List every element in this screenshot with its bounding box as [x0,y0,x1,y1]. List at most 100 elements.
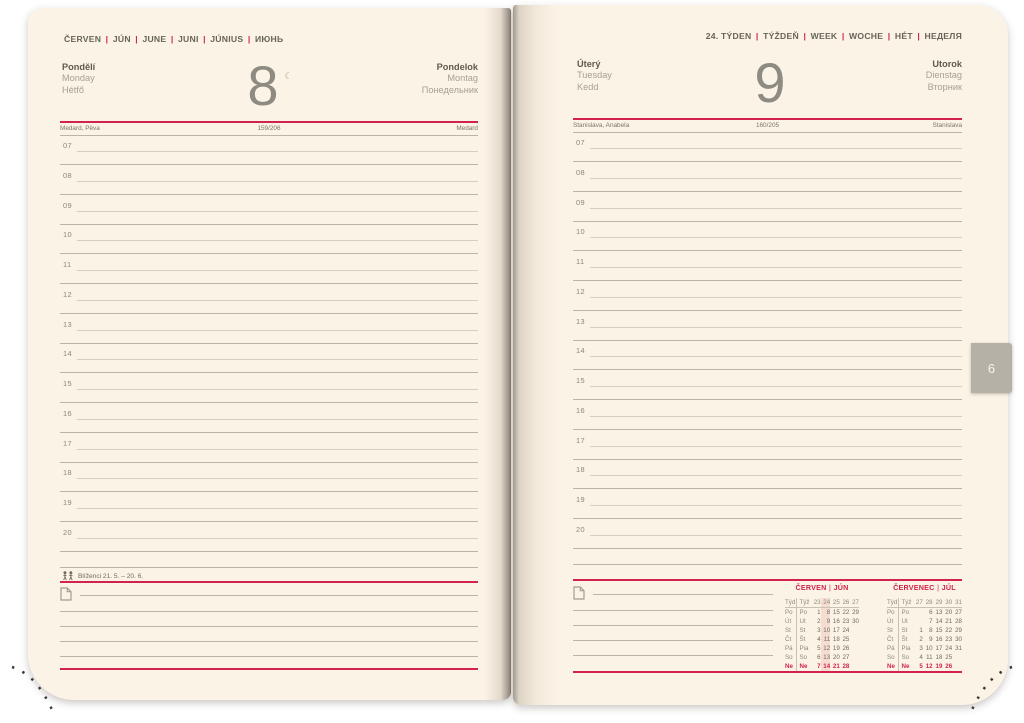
note-writing-line [573,610,773,611]
hour-writing-line [590,207,962,209]
hour-writing-line [77,151,478,152]
hour-label: 18 [63,468,73,478]
hour-writing-line [590,445,962,447]
hour-writing-line [77,210,478,212]
cal-date-cell: 22 [842,609,850,616]
cal-date-cell: 22 [945,627,953,634]
cal-day-label: Ne [887,663,895,670]
day-names-slovak: Pondelok Montag Понедельник [348,62,478,110]
cal-date-cell: 16 [832,618,840,625]
hour-slot: 11 [60,259,478,289]
hour-separator-line [60,223,478,225]
cal-date-cell: 24 [842,627,850,634]
hour-writing-line [77,329,478,331]
cal-date-cell [849,662,859,671]
cal-date-cell: 4 [817,636,821,643]
hour-label: 14 [63,349,73,359]
cal-day-label: Po [785,609,793,616]
cal-date-cell: 10 [820,626,831,635]
cal-day-label: So [887,654,895,661]
nameday-czech: Stanislava, Anabela [573,122,630,129]
cal-date-cell: 20 [945,609,953,616]
hour-slot: 09 [60,200,478,230]
month-header: ČERVENJÚNJUNEJUNIJÚNIUSИЮНЬ [64,34,283,44]
day-names-czech: Pondělí Monday Hétfő [62,62,192,110]
cal-day-label: St [785,627,791,634]
hour-writing-line [590,356,962,358]
cal-date-cell [849,635,859,644]
hour-separator-line [60,193,478,195]
cal-date-cell: 11 [926,654,933,661]
cal-date-cell: 30 [955,636,962,643]
mini-calendar-row: Čt Št 2 9 16 23 30 [887,635,962,644]
day-name-russian: Понедельник [421,84,478,95]
day-of-year: 159/206 [257,125,281,132]
hour-writing-line [77,508,478,510]
cal-date-cell [849,653,859,662]
mini-calendar-june: ČERVENJÚNTýdTýž2324252627PoPo18152229ÚtU… [785,583,859,671]
cal-date-cell [849,626,859,635]
note-page-icon [60,587,72,601]
cal-date-cell: 25 [832,599,840,606]
month-name: JUNE [131,34,167,44]
day-name-slovak: Utorok [932,59,962,69]
mini-calendar-row: So So 6 13 20 27 [785,653,859,662]
hour-writing-line [77,270,478,272]
hour-writing-line [590,296,962,298]
hour-label: 20 [576,524,586,534]
hour-writing-line [77,180,478,182]
hour-label: 15 [63,379,73,389]
hour-label: 20 [63,527,73,537]
hour-slot: 13 [60,319,478,349]
week-label: TÝŽDEŇ [751,31,799,41]
hour-slot: 08 [573,167,962,197]
hour-separator-line [60,402,478,404]
cal-date-cell: 15 [832,609,840,616]
hour-label: 12 [576,286,586,296]
hour-label: 19 [63,498,73,508]
hour-writing-line [590,534,962,536]
day-header-row: Pondělí Monday Hétfő 8 ☾ Pondelok Montag … [62,58,478,114]
cal-date-cell: 18 [935,654,943,661]
mini-calendar-row: Po Po 6 13 20 27 [887,608,962,617]
cal-date-cell: 25 [842,636,850,643]
mini-calendar-row: So So 4 11 18 25 [887,653,962,662]
hour-separator-line [60,164,478,165]
cal-date-cell: 23 [842,618,850,625]
hour-label: 13 [63,319,73,329]
cal-date-cell: 8 [820,608,831,617]
page-bottom-rule [60,668,478,670]
cal-date-cell: 27 [842,654,850,661]
hour-label: 14 [576,346,586,356]
hour-separator-line [60,550,478,552]
month-name: JUNI [166,34,198,44]
month-name: ИЮНЬ [243,34,283,44]
cal-date-cell: 18 [832,636,840,643]
cal-day-label: St [796,626,811,635]
hour-separator-line [573,220,962,222]
day-name-german: Dienstag [925,70,962,81]
cal-date-cell: 4 [919,654,923,661]
note-writing-line [80,595,478,596]
hour-slot: 07 [60,140,478,170]
cal-day-label: Po [887,609,895,616]
cal-date-cell: 23 [945,636,953,643]
hour-writing-line [590,475,962,477]
nameday-underline [573,132,962,133]
cal-date-cell: 14 [820,662,831,671]
hour-slot: 14 [573,345,962,375]
cal-day-label: Út [785,618,792,625]
cal-day-label: Pá [887,645,895,652]
zodiac-row: Blíženci 21. 5. – 20. 6. [62,571,143,581]
hour-slot: 14 [60,348,478,378]
hour-writing-line [77,418,478,420]
cal-date-cell: 28 [955,618,962,625]
hour-slot: 17 [573,435,962,465]
hour-separator-line [573,250,962,252]
hour-writing-line [77,448,478,450]
hour-writing-line [77,537,478,539]
right-page: 24. TÝDENTÝŽDEŇWEEKWOCHEHÉTНЕДЕЛЯ Úterý … [513,5,1008,705]
note-writing-line [60,641,478,642]
hour-separator-line [573,339,962,341]
cal-date-cell: 19 [935,663,943,670]
